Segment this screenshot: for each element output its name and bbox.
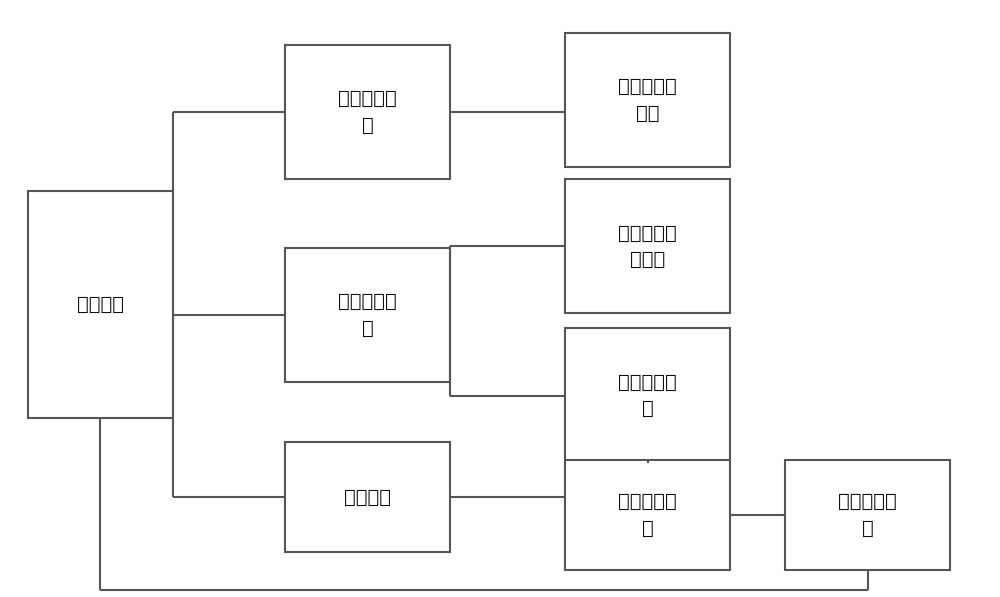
Bar <box>285 248 450 382</box>
Text: 温度调控电
路: 温度调控电 路 <box>838 492 897 538</box>
Bar <box>285 45 450 179</box>
Bar <box>28 191 173 418</box>
Text: 探测器电源
输入: 探测器电源 输入 <box>618 77 677 123</box>
Text: 内部温度检
测电路: 内部温度检 测电路 <box>618 223 677 269</box>
Bar <box>565 179 730 313</box>
Text: 升压电源电
路: 升压电源电 路 <box>338 292 397 338</box>
Bar <box>565 33 730 167</box>
Text: 反相电源电
路: 反相电源电 路 <box>338 89 397 135</box>
Text: 串口电路: 串口电路 <box>344 488 391 506</box>
Bar <box>285 442 450 552</box>
Text: 环境检测电
路: 环境检测电 路 <box>618 373 677 418</box>
Bar <box>565 328 730 463</box>
Bar <box>785 460 950 570</box>
Bar <box>565 460 730 570</box>
Text: 主控电路: 主控电路 <box>77 295 124 314</box>
Text: 温度反馈电
路: 温度反馈电 路 <box>618 492 677 538</box>
